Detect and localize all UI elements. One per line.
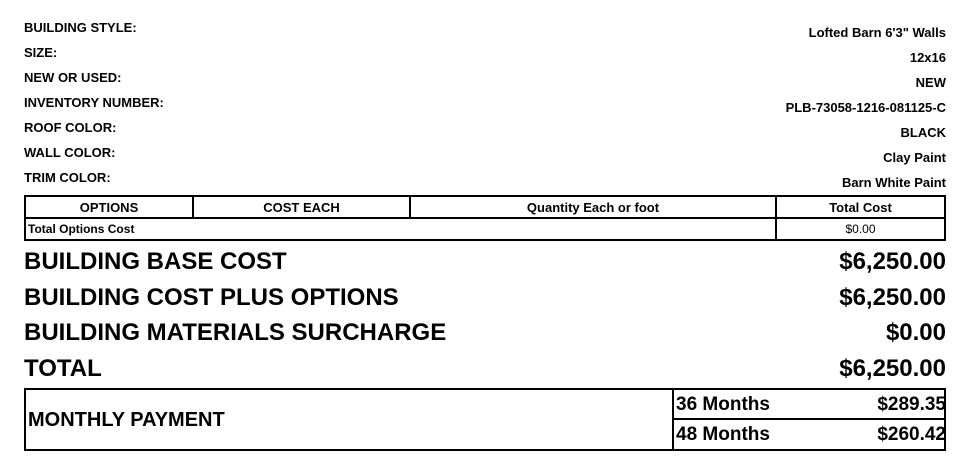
value: $6,250.00: [839, 284, 946, 311]
value: BLACK: [900, 125, 947, 140]
value: $6,250.00: [839, 248, 946, 275]
term: 36 Months: [676, 394, 770, 415]
value: PLB-73058-1216-081125-C: [785, 100, 946, 115]
label: WALL COLOR:: [24, 145, 116, 160]
summary-total: TOTAL $6,250.00: [24, 355, 946, 385]
value: Clay Paint: [883, 150, 946, 165]
detail-size: SIZE: 12x16: [24, 45, 946, 65]
label: TRIM COLOR:: [24, 170, 111, 185]
label: ROOF COLOR:: [24, 120, 117, 135]
label: BUILDING COST PLUS OPTIONS: [24, 284, 399, 311]
options-table: OPTIONS COST EACH Quantity Each or foot …: [24, 195, 946, 241]
label: SIZE:: [24, 45, 58, 60]
amount: $260.42: [877, 424, 946, 445]
value: $6,250.00: [839, 355, 946, 382]
value: Lofted Barn 6'3" Walls: [808, 25, 946, 40]
label: BUILDING BASE COST: [24, 248, 287, 275]
value: $0.00: [885, 319, 946, 346]
plan-36-months: 36 Months $289.35: [674, 390, 946, 420]
label: NEW OR USED:: [24, 70, 122, 85]
label: BUILDING STYLE:: [24, 20, 137, 35]
detail-building-style: BUILDING STYLE: Lofted Barn 6'3" Walls: [24, 20, 946, 40]
label: BUILDING MATERIALS SURCHARGE: [24, 319, 447, 346]
summary-materials-surcharge: BUILDING MATERIALS SURCHARGE $0.00: [24, 319, 946, 349]
label: INVENTORY NUMBER:: [24, 95, 164, 110]
header-cost-each: COST EACH: [192, 195, 411, 219]
value: Barn White Paint: [841, 175, 946, 190]
header-total-cost: Total Cost: [775, 195, 946, 219]
detail-inventory-number: INVENTORY NUMBER: PLB-73058-1216-081125-C: [24, 95, 946, 115]
monthly-payment-box: MONTHLY PAYMENT 36 Months $289.35 48 Mont…: [24, 388, 946, 451]
term: 48 Months: [676, 424, 770, 445]
header-options: OPTIONS: [24, 195, 194, 219]
detail-new-or-used: NEW OR USED: NEW: [24, 70, 946, 90]
header-quantity: Quantity Each or foot: [409, 195, 777, 219]
label: TOTAL: [24, 355, 102, 382]
detail-wall-color: WALL COLOR: Clay Paint: [24, 145, 946, 165]
monthly-payment-label: MONTHLY PAYMENT: [28, 409, 225, 431]
total-options-value: $0.00: [775, 217, 946, 241]
total-options-label: Total Options Cost: [24, 217, 777, 241]
value: 12x16: [909, 50, 946, 65]
plan-48-months: 48 Months $260.42: [674, 420, 946, 448]
detail-roof-color: ROOF COLOR: BLACK: [24, 120, 946, 140]
summary-base-cost: BUILDING BASE COST $6,250.00: [24, 248, 946, 278]
amount: $289.35: [877, 394, 946, 415]
summary-cost-plus-options: BUILDING COST PLUS OPTIONS $6,250.00: [24, 284, 946, 314]
detail-trim-color: TRIM COLOR: Barn White Paint: [24, 170, 946, 190]
value: NEW: [915, 75, 946, 90]
